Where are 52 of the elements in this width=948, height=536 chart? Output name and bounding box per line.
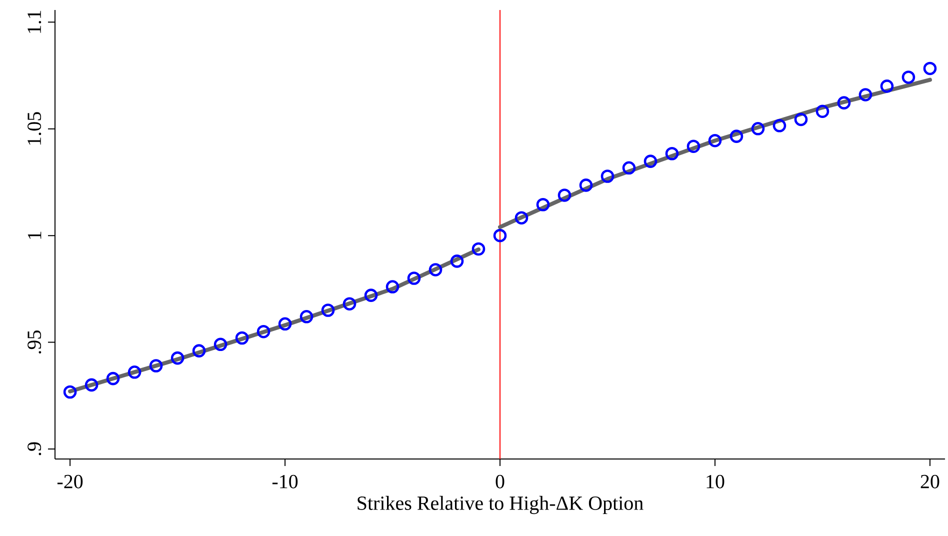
point — [235, 331, 249, 345]
y-tick-label: 1.1 — [28, 10, 42, 33]
point — [600, 170, 614, 183]
point — [149, 359, 163, 372]
point — [106, 372, 120, 386]
point — [514, 211, 528, 224]
point — [708, 134, 722, 148]
point — [407, 272, 421, 285]
x-tick-label: 10 — [706, 474, 724, 488]
x-tick-label: -10 — [272, 474, 298, 488]
point — [923, 62, 937, 76]
point — [428, 263, 442, 276]
point — [622, 161, 636, 175]
point — [751, 122, 765, 136]
point — [579, 178, 593, 192]
point — [386, 280, 400, 294]
point — [300, 310, 314, 324]
y-tick-label: 1 — [28, 232, 42, 239]
point — [450, 254, 464, 268]
point — [858, 88, 872, 102]
x-tick-label: 20 — [920, 474, 940, 488]
x-axis-title: Strikes Relative to High-ΔK Option — [358, 496, 644, 514]
point — [170, 351, 184, 365]
point — [472, 242, 486, 256]
point — [364, 288, 378, 302]
point — [321, 304, 335, 317]
point — [558, 188, 572, 202]
point — [644, 154, 658, 168]
point — [63, 385, 77, 399]
point — [536, 198, 550, 212]
point — [794, 112, 808, 126]
x-tick-label: 0 — [496, 474, 504, 488]
y-tick-label: 1.05 — [28, 112, 42, 145]
point — [493, 228, 507, 242]
point — [880, 80, 894, 93]
point — [665, 146, 679, 160]
point — [214, 338, 228, 352]
point — [256, 324, 270, 338]
point — [837, 96, 851, 110]
x-tick-label: -20 — [57, 474, 83, 488]
point — [342, 297, 356, 310]
point — [816, 104, 830, 118]
point — [278, 317, 292, 331]
point — [686, 140, 700, 154]
point — [192, 344, 206, 358]
point — [730, 130, 744, 143]
y-tick-label: .95 — [28, 330, 42, 354]
point — [128, 366, 142, 379]
point — [902, 70, 916, 84]
point — [84, 378, 98, 392]
point — [772, 119, 786, 132]
y-tick-label: .9 — [28, 442, 42, 456]
